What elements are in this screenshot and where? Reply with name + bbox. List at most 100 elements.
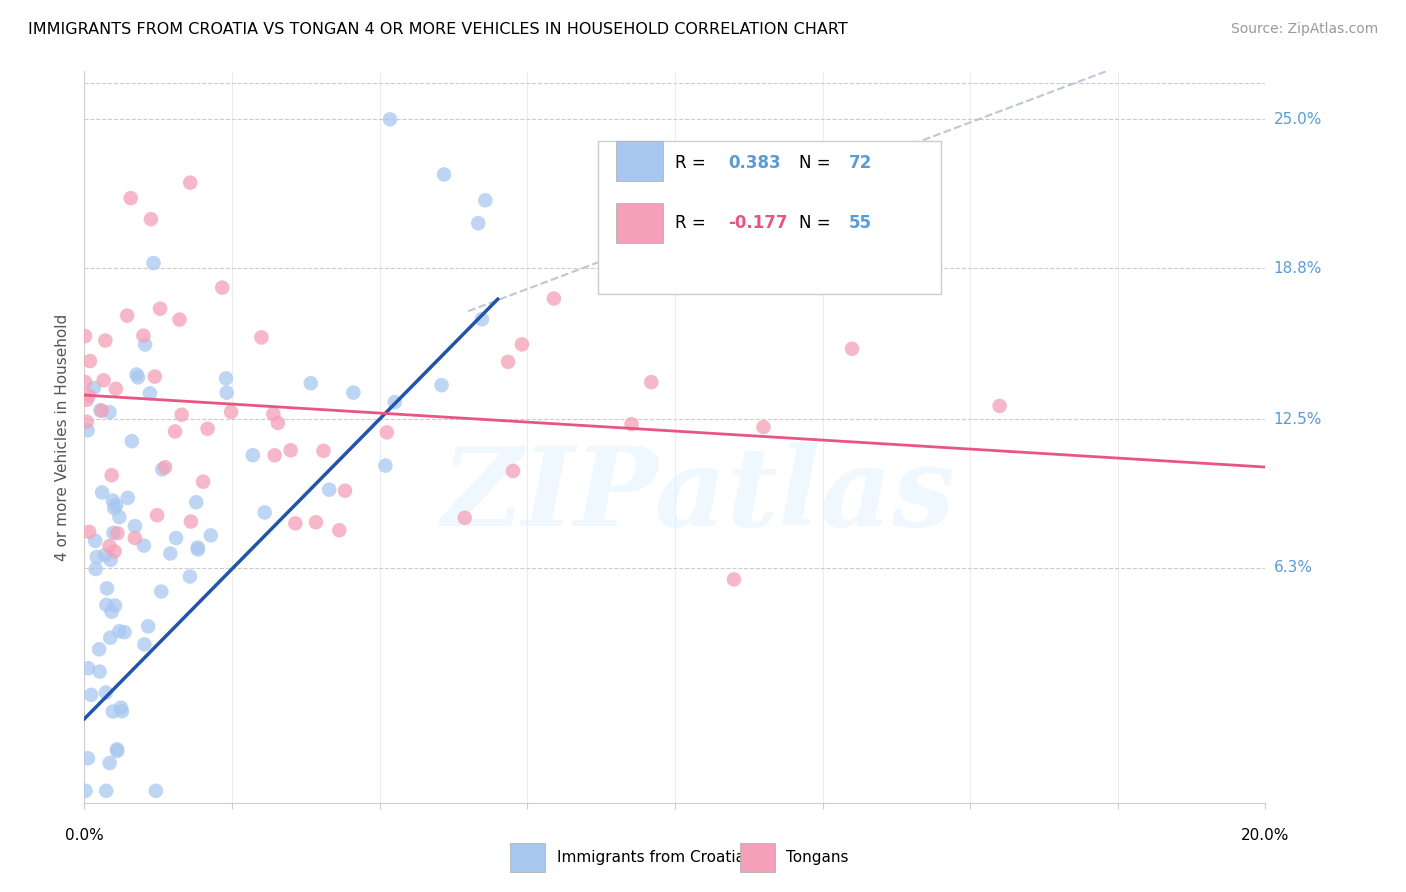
Point <box>342 385 364 400</box>
Point <box>98 539 121 553</box>
Point <box>215 385 238 400</box>
Point <box>378 112 401 127</box>
Point <box>86 550 108 565</box>
Point <box>104 599 127 613</box>
Point <box>186 495 208 509</box>
Point <box>114 625 136 640</box>
Point <box>318 483 340 497</box>
Point <box>284 516 307 531</box>
Point <box>280 443 302 458</box>
Point <box>75 784 97 798</box>
Point <box>132 539 155 553</box>
Point <box>89 403 111 417</box>
Point <box>96 582 118 596</box>
Text: Tongans: Tongans <box>786 850 848 865</box>
Point <box>101 705 124 719</box>
Point <box>150 584 173 599</box>
Point <box>328 523 350 537</box>
Point <box>250 330 273 344</box>
Point <box>139 212 162 227</box>
Point <box>430 378 453 392</box>
Point <box>79 354 101 368</box>
Text: Source: ZipAtlas.com: Source: ZipAtlas.com <box>1230 22 1378 37</box>
Point <box>211 280 233 294</box>
Point <box>262 407 284 421</box>
Point <box>73 375 96 389</box>
Point <box>242 448 264 462</box>
Point <box>165 531 187 545</box>
Point <box>169 312 191 326</box>
Point <box>77 524 100 539</box>
Point <box>77 661 100 675</box>
Text: -0.177: -0.177 <box>728 214 787 233</box>
Point <box>108 510 131 524</box>
Point <box>73 329 96 343</box>
Point <box>312 443 335 458</box>
Point <box>117 491 139 505</box>
Point <box>263 448 285 462</box>
Point <box>197 422 219 436</box>
Point <box>89 665 111 679</box>
Text: ZIPatlas: ZIPatlas <box>441 442 956 549</box>
Text: R =: R = <box>675 214 711 233</box>
Point <box>305 515 328 529</box>
Point <box>841 342 863 356</box>
Point <box>124 531 146 545</box>
Point <box>127 370 149 384</box>
FancyBboxPatch shape <box>509 843 546 872</box>
Point <box>107 526 129 541</box>
Point <box>76 423 98 437</box>
Point <box>433 168 456 182</box>
Point <box>104 382 127 396</box>
Point <box>136 619 159 633</box>
Point <box>496 355 519 369</box>
Point <box>159 547 181 561</box>
Point <box>474 194 496 208</box>
Text: Immigrants from Croatia: Immigrants from Croatia <box>557 850 745 865</box>
Point <box>215 371 238 385</box>
Point <box>100 553 122 567</box>
FancyBboxPatch shape <box>598 141 941 294</box>
Point <box>180 515 202 529</box>
Point <box>752 420 775 434</box>
Point <box>94 334 117 348</box>
Point <box>108 624 131 639</box>
Point <box>76 392 98 407</box>
Point <box>145 784 167 798</box>
Point <box>105 742 128 756</box>
Point <box>105 744 128 758</box>
Point <box>93 373 115 387</box>
Point <box>120 191 142 205</box>
Point <box>134 337 156 351</box>
FancyBboxPatch shape <box>740 843 775 872</box>
Text: 6.3%: 6.3% <box>1274 560 1313 575</box>
Point <box>153 460 176 475</box>
Point <box>103 525 125 540</box>
Point <box>454 510 477 524</box>
Point <box>96 598 118 612</box>
Point <box>723 573 745 587</box>
Point <box>80 688 103 702</box>
Point <box>150 462 173 476</box>
Point <box>187 542 209 557</box>
Point <box>191 475 214 489</box>
Point <box>267 416 290 430</box>
Point <box>84 533 107 548</box>
Point <box>100 605 122 619</box>
Point <box>104 544 127 558</box>
Point <box>467 216 489 230</box>
Point <box>988 399 1011 413</box>
Point <box>121 434 143 449</box>
Point <box>100 468 122 483</box>
Point <box>77 389 100 403</box>
Point <box>299 376 322 391</box>
Text: 18.8%: 18.8% <box>1274 260 1322 276</box>
Point <box>83 381 105 395</box>
FancyBboxPatch shape <box>616 141 664 181</box>
Point <box>179 569 201 583</box>
Point <box>90 403 112 417</box>
Point <box>384 395 406 409</box>
Point <box>139 386 162 401</box>
Point <box>471 312 494 326</box>
Point <box>253 505 276 519</box>
